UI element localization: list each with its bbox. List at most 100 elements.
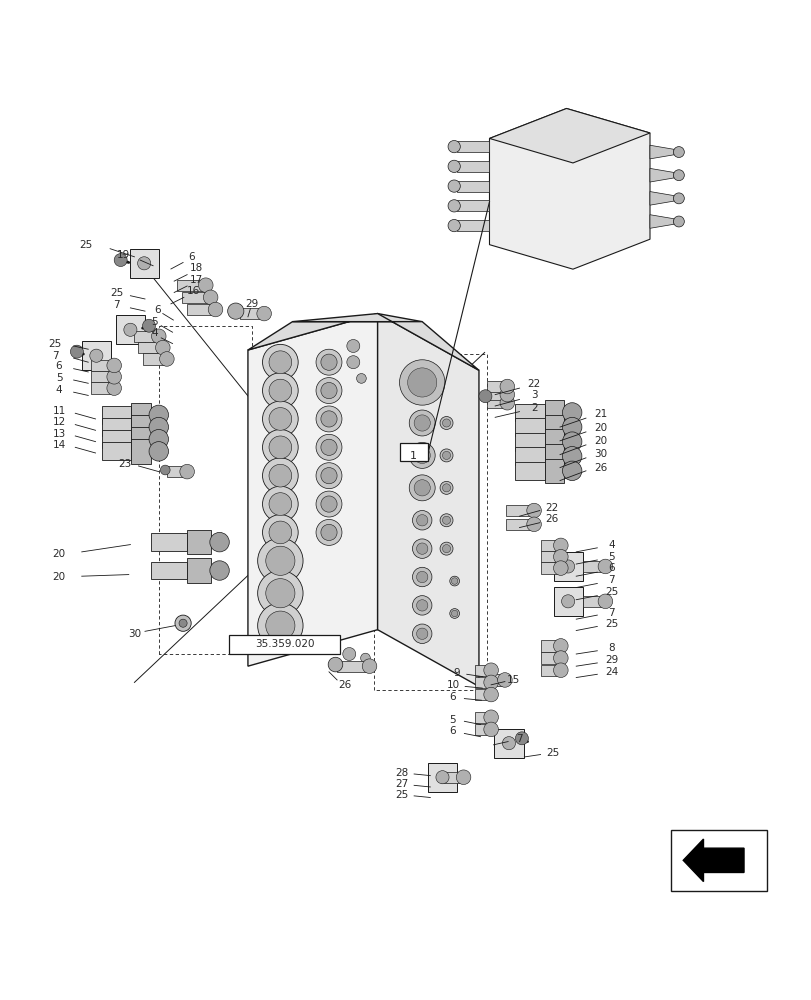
Circle shape [315, 434, 341, 460]
Circle shape [449, 609, 459, 618]
Circle shape [257, 571, 303, 616]
Polygon shape [474, 724, 491, 735]
Circle shape [598, 559, 612, 574]
Polygon shape [131, 403, 151, 427]
Circle shape [107, 369, 122, 384]
Text: 4: 4 [607, 540, 615, 550]
Text: 20: 20 [594, 423, 607, 433]
Circle shape [416, 543, 427, 554]
Circle shape [362, 659, 376, 673]
Circle shape [315, 463, 341, 489]
Circle shape [483, 710, 498, 725]
Polygon shape [135, 331, 159, 342]
Polygon shape [515, 462, 544, 480]
Text: 12: 12 [53, 417, 66, 427]
Circle shape [149, 405, 169, 425]
Polygon shape [457, 141, 489, 152]
Polygon shape [540, 551, 560, 562]
Circle shape [672, 170, 684, 181]
Polygon shape [487, 389, 507, 400]
Circle shape [152, 329, 166, 344]
Circle shape [137, 257, 151, 270]
Circle shape [500, 387, 514, 402]
Text: 26: 26 [338, 680, 351, 690]
Polygon shape [540, 540, 560, 551]
Circle shape [342, 648, 355, 661]
Circle shape [315, 519, 341, 545]
Circle shape [562, 446, 581, 466]
Text: 6: 6 [607, 563, 615, 573]
Circle shape [553, 538, 568, 553]
Bar [670, 830, 766, 891]
Circle shape [553, 663, 568, 678]
Circle shape [262, 344, 298, 380]
Circle shape [451, 610, 457, 617]
FancyBboxPatch shape [400, 443, 427, 461]
Circle shape [562, 417, 581, 437]
Circle shape [156, 340, 169, 355]
Text: 7: 7 [52, 351, 58, 361]
Circle shape [265, 579, 294, 608]
Text: 20: 20 [594, 436, 607, 446]
Polygon shape [130, 249, 159, 278]
Circle shape [256, 306, 271, 321]
Text: 14: 14 [53, 440, 66, 450]
Circle shape [483, 687, 498, 702]
Text: 21: 21 [593, 409, 607, 419]
Polygon shape [553, 552, 582, 581]
Polygon shape [582, 561, 605, 572]
Circle shape [562, 403, 581, 422]
Circle shape [436, 771, 448, 784]
Text: 22: 22 [527, 379, 540, 389]
FancyBboxPatch shape [229, 635, 339, 654]
Polygon shape [182, 292, 210, 303]
Circle shape [598, 594, 612, 609]
Circle shape [209, 532, 229, 552]
Circle shape [672, 193, 684, 204]
Text: 13: 13 [53, 429, 66, 439]
Circle shape [440, 417, 453, 429]
Circle shape [442, 545, 450, 553]
Circle shape [442, 484, 450, 492]
Polygon shape [151, 533, 187, 551]
Circle shape [561, 560, 574, 573]
Text: 25: 25 [604, 619, 618, 629]
Polygon shape [102, 418, 131, 436]
Circle shape [268, 408, 291, 430]
Polygon shape [337, 661, 369, 672]
Circle shape [179, 464, 194, 479]
Circle shape [448, 200, 460, 212]
Text: 7: 7 [607, 575, 615, 585]
Text: 27: 27 [395, 779, 408, 789]
Polygon shape [139, 342, 163, 353]
Circle shape [346, 339, 359, 352]
Polygon shape [553, 587, 582, 616]
Polygon shape [487, 674, 504, 686]
Circle shape [409, 442, 435, 468]
Text: 9: 9 [453, 668, 459, 678]
Polygon shape [544, 459, 564, 483]
Text: 29: 29 [245, 299, 258, 309]
Text: 5: 5 [448, 715, 455, 725]
Text: 25: 25 [546, 748, 559, 758]
Polygon shape [102, 442, 131, 460]
Circle shape [442, 451, 450, 459]
Polygon shape [544, 429, 564, 454]
Polygon shape [377, 314, 478, 686]
Polygon shape [649, 145, 673, 159]
Text: 18: 18 [190, 263, 204, 273]
Text: 6: 6 [448, 692, 455, 702]
Text: 25: 25 [79, 240, 92, 250]
Polygon shape [427, 763, 457, 792]
Circle shape [227, 303, 243, 319]
Polygon shape [116, 315, 145, 344]
Circle shape [262, 515, 298, 550]
Circle shape [268, 521, 291, 544]
Polygon shape [457, 181, 489, 192]
Circle shape [500, 379, 514, 394]
Text: 6: 6 [448, 726, 455, 736]
Circle shape [483, 722, 498, 737]
Polygon shape [487, 381, 507, 392]
Circle shape [448, 219, 460, 232]
Polygon shape [649, 192, 673, 205]
